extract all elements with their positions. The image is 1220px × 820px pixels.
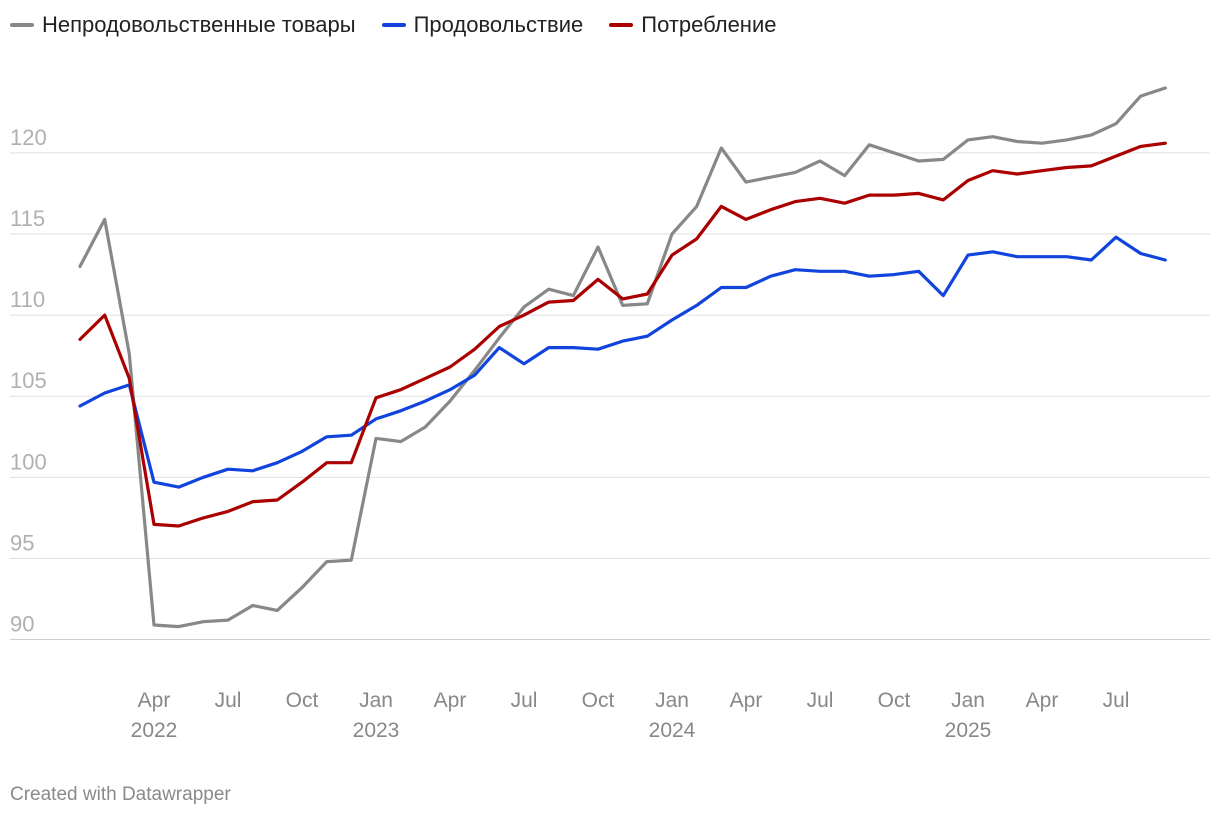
y-tick-label-120: 120	[10, 125, 47, 150]
legend-item-consumption: Потребление	[609, 12, 776, 38]
chart-legend: Непродовольственные товары Продовольстви…	[10, 12, 802, 38]
x-tick-label-1: Jul	[215, 689, 242, 712]
x-tick-label-7: Jan	[655, 689, 689, 712]
x-tick-label-11: Jan	[951, 689, 985, 712]
legend-label-food: Продовольствие	[413, 12, 584, 37]
x-tick-label-3: Jan	[359, 689, 393, 712]
x-tick-label-5: Jul	[511, 689, 538, 712]
x-tick-label-10: Oct	[878, 689, 911, 712]
legend-swatch-nonfood	[10, 23, 34, 27]
series-line-nonfood	[78, 86, 1167, 629]
x-tick-year-2023: 2023	[353, 719, 400, 742]
x-tick-year-2025: 2025	[945, 719, 992, 742]
x-tick-label-4: Apr	[434, 689, 467, 712]
x-tick-label-9: Jul	[807, 689, 834, 712]
footer-credit: Created with Datawrapper	[10, 784, 231, 805]
legend-item-food: Продовольствие	[381, 12, 584, 38]
legend-label-consumption: Потребление	[641, 12, 777, 37]
y-tick-label-100: 100	[10, 449, 47, 474]
series-line-consumption	[78, 141, 1167, 528]
y-tick-label-105: 105	[10, 368, 47, 393]
x-tick-label-0: Apr	[138, 689, 171, 712]
y-tick-label-110: 110	[10, 287, 45, 312]
y-tick-label-95: 95	[10, 530, 34, 555]
x-tick-label-2: Oct	[286, 689, 319, 712]
legend-swatch-food	[381, 23, 406, 27]
x-tick-label-12: Apr	[1026, 689, 1059, 712]
x-tick-label-6: Oct	[582, 689, 615, 712]
x-tick-label-8: Apr	[730, 689, 763, 712]
x-tick-label-13: Jul	[1103, 689, 1130, 712]
legend-label-nonfood: Непродовольственные товары	[42, 12, 356, 37]
x-tick-year-2022: 2022	[131, 719, 178, 742]
series-line-food	[78, 235, 1167, 489]
y-tick-label-115: 115	[10, 206, 45, 231]
y-tick-label-90: 90	[10, 612, 34, 637]
x-tick-year-2024: 2024	[649, 719, 696, 742]
legend-swatch-consumption	[609, 23, 634, 27]
legend-item-nonfood: Непродовольственные товары	[10, 12, 356, 38]
